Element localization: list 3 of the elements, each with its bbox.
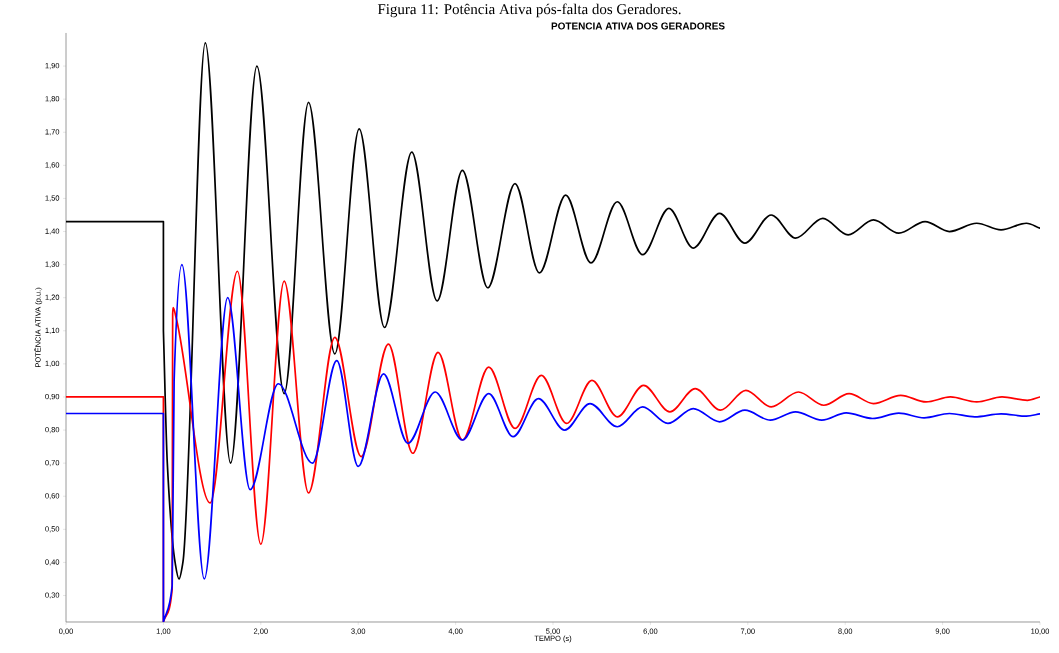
line-series <box>66 42 1041 580</box>
text: Figura 11: Potência Ativa pós-falta dos Geradores. <box>377 3 681 18</box>
chart-title: POTENCIA ATIVA DOS GERADORES <box>551 22 725 30</box>
